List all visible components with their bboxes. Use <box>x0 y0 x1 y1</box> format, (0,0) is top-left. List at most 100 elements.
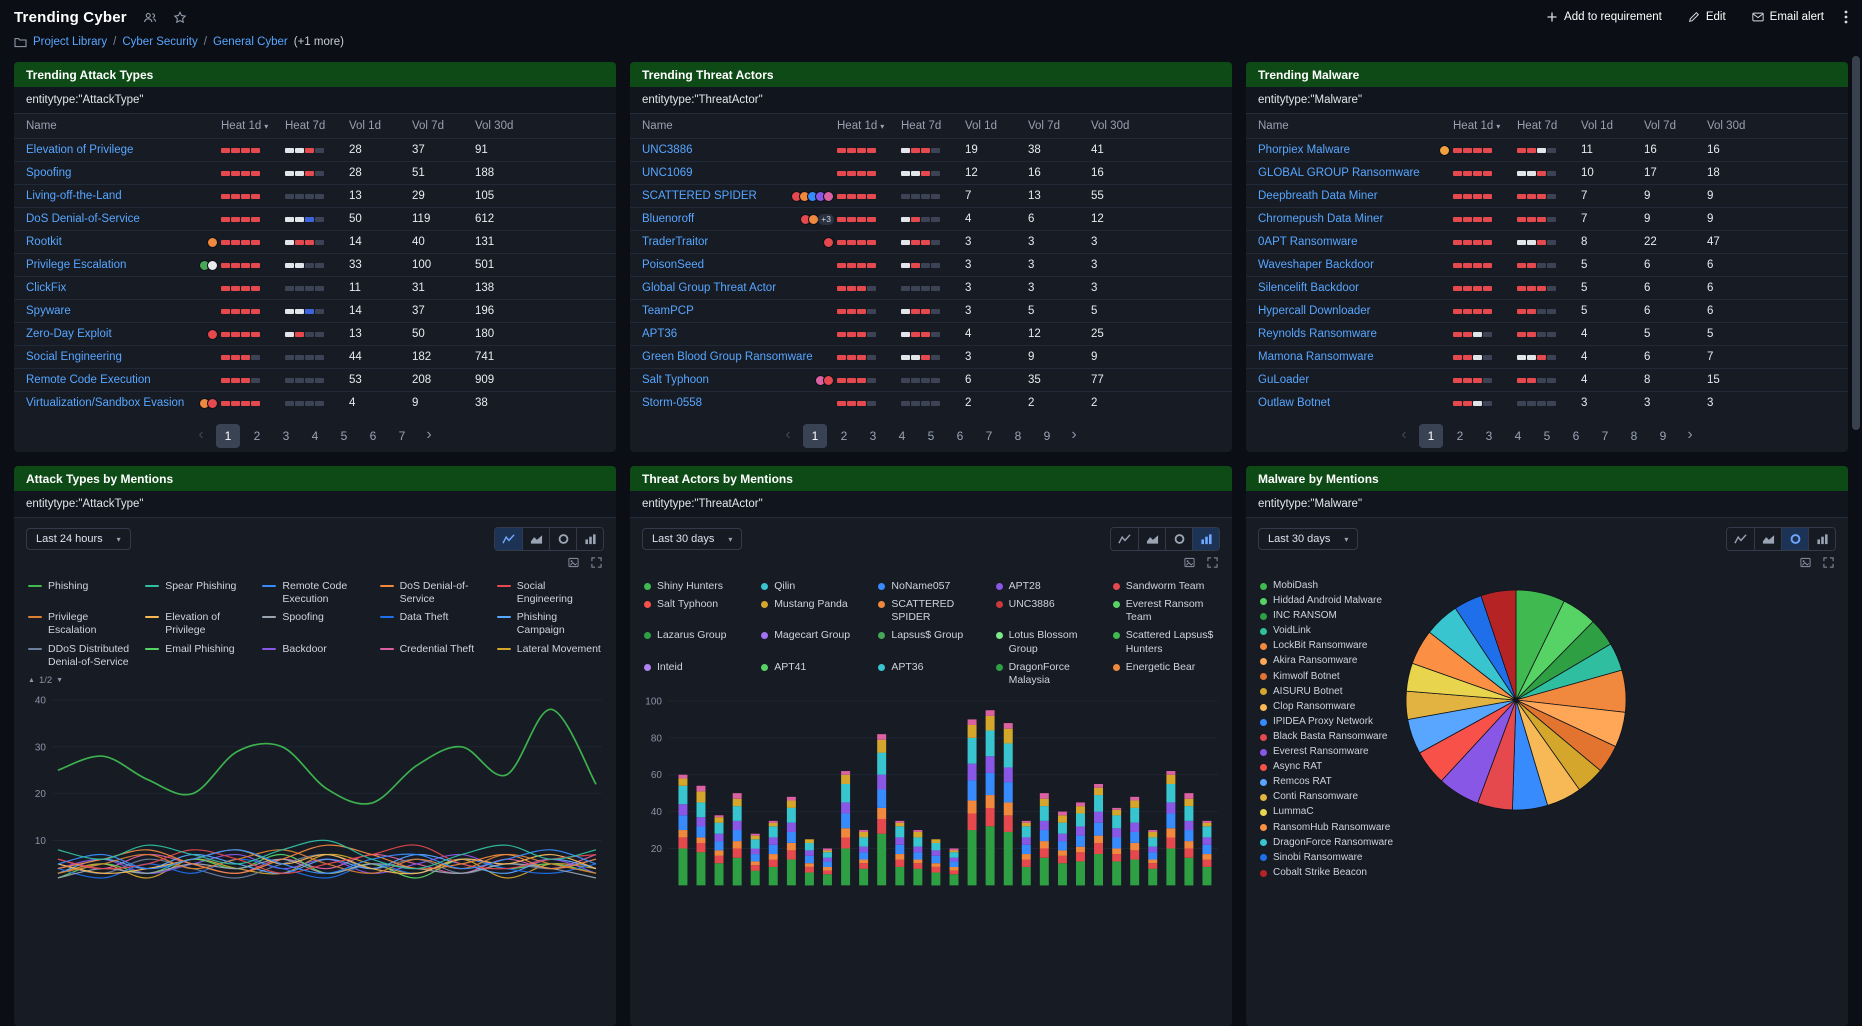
page-button-2[interactable]: 2 <box>245 424 269 448</box>
chart-view-donut-button[interactable] <box>549 528 576 550</box>
add-to-requirement-button[interactable]: Add to requirement <box>1546 11 1662 23</box>
prev-page-button[interactable]: ‹ <box>778 424 798 448</box>
legend-item[interactable]: Sandworm Team <box>1112 580 1218 593</box>
page-button-1[interactable]: 1 <box>803 424 827 448</box>
entity-link[interactable]: Silencelift Backdoor <box>1258 282 1359 294</box>
entity-link[interactable]: Reynolds Ransomware <box>1258 328 1377 340</box>
legend-item[interactable]: Remcos RAT <box>1260 776 1394 789</box>
chart-view-donut-button[interactable] <box>1165 528 1192 550</box>
legend-item[interactable]: APT28 <box>995 580 1101 593</box>
legend-item[interactable]: Sinobi Ransomware <box>1260 852 1394 865</box>
chart-view-bar-button[interactable] <box>1192 528 1219 550</box>
expand-icon[interactable] <box>1207 557 1218 572</box>
legend-item[interactable]: APT36 <box>878 661 983 687</box>
legend-item[interactable]: Social Engineering <box>496 580 602 606</box>
entity-link[interactable]: Elevation of Privilege <box>26 144 134 156</box>
chart-view-line-button[interactable] <box>495 528 522 550</box>
legend-item[interactable]: Lotus Blossom Group <box>995 629 1101 655</box>
legend-prev-icon[interactable]: ▲ <box>28 676 35 684</box>
entity-link[interactable]: Storm-0558 <box>642 397 703 409</box>
entity-link[interactable]: Waveshaper Backdoor <box>1258 259 1374 271</box>
legend-item[interactable]: DragonForce Ransomware <box>1260 837 1394 850</box>
column-header-vol-7d[interactable]: Vol 7d <box>1028 120 1060 132</box>
legend-next-icon[interactable]: ▼ <box>56 676 64 684</box>
query-bar[interactable]: entitytype:"Malware" <box>1246 87 1848 114</box>
legend-item[interactable]: Clop Ransomware <box>1260 701 1394 714</box>
legend-item[interactable]: RansomHub Ransomware <box>1260 822 1394 835</box>
query-bar[interactable]: entitytype:"AttackType" <box>14 87 616 114</box>
page-button-6[interactable]: 6 <box>948 424 972 448</box>
legend-item[interactable]: VoidLink <box>1260 625 1394 638</box>
legend-item[interactable]: LummaC <box>1260 806 1394 819</box>
entity-link[interactable]: Deepbreath Data Miner <box>1258 190 1378 202</box>
chart-view-donut-button[interactable] <box>1781 528 1808 550</box>
next-page-button[interactable]: › <box>1680 424 1700 448</box>
entity-link[interactable]: Living-off-the-Land <box>26 190 122 202</box>
column-header-vol-30d[interactable]: Vol 30d <box>1091 120 1130 132</box>
query-bar[interactable]: entitytype:"Malware" <box>1246 491 1848 518</box>
legend-item[interactable]: SCATTERED SPIDER <box>878 598 983 624</box>
column-header-heat-1d[interactable]: Heat 1d ▾ <box>221 120 269 132</box>
legend-item[interactable]: DoS Denial-of-Service <box>379 580 485 606</box>
page-button-5[interactable]: 5 <box>332 424 356 448</box>
page-button-7[interactable]: 7 <box>390 424 414 448</box>
page-button-8[interactable]: 8 <box>1006 424 1030 448</box>
legend-item[interactable]: IPIDEA Proxy Network <box>1260 716 1394 729</box>
legend-item[interactable]: Privilege Escalation <box>28 611 133 637</box>
entity-link[interactable]: Chromepush Data Miner <box>1258 213 1384 225</box>
legend-item[interactable]: Remote Code Execution <box>262 580 367 606</box>
entity-link[interactable]: GLOBAL GROUP Ransomware <box>1258 167 1420 179</box>
page-button-9[interactable]: 9 <box>1035 424 1059 448</box>
export-image-icon[interactable] <box>1800 557 1811 572</box>
more-menu-button[interactable] <box>1844 10 1848 24</box>
legend-item[interactable]: Async RAT <box>1260 761 1394 774</box>
page-scrollbar[interactable] <box>1852 56 1860 936</box>
legend-item[interactable]: INC RANSOM <box>1260 610 1394 623</box>
entity-link[interactable]: Remote Code Execution <box>26 374 151 386</box>
expand-icon[interactable] <box>591 557 602 572</box>
legend-item[interactable]: Qilin <box>761 580 866 593</box>
entity-link[interactable]: TeamPCP <box>642 305 694 317</box>
entity-link[interactable]: Virtualization/Sandbox Evasion <box>26 397 185 409</box>
chart-view-line-button[interactable] <box>1727 528 1754 550</box>
page-button-1[interactable]: 1 <box>1419 424 1443 448</box>
page-button-3[interactable]: 3 <box>861 424 885 448</box>
entity-link[interactable]: DoS Denial-of-Service <box>26 213 140 225</box>
legend-item[interactable]: Credential Theft <box>379 643 485 669</box>
legend-item[interactable]: Inteid <box>644 661 749 687</box>
page-button-2[interactable]: 2 <box>832 424 856 448</box>
chart-view-line-button[interactable] <box>1111 528 1138 550</box>
page-button-4[interactable]: 4 <box>303 424 327 448</box>
query-bar[interactable]: entitytype:"AttackType" <box>14 491 616 518</box>
legend-item[interactable]: Phishing <box>28 580 133 606</box>
breadcrumb-link-cyber-security[interactable]: Cyber Security <box>122 36 198 48</box>
legend-item[interactable]: MobiDash <box>1260 580 1394 593</box>
legend-item[interactable]: Spoofing <box>262 611 367 637</box>
chart-view-bar-button[interactable] <box>576 528 603 550</box>
page-button-5[interactable]: 5 <box>919 424 943 448</box>
entity-link[interactable]: Hypercall Downloader <box>1258 305 1371 317</box>
legend-item[interactable]: Shiny Hunters <box>644 580 749 593</box>
column-header-name[interactable]: Name <box>1258 120 1289 132</box>
entity-link[interactable]: Social Engineering <box>26 351 122 363</box>
legend-item[interactable]: APT41 <box>761 661 866 687</box>
legend-item[interactable]: Lateral Movement <box>496 643 602 669</box>
column-header-vol-1d[interactable]: Vol 1d <box>349 120 381 132</box>
legend-item[interactable]: Lapsus$ Group <box>878 629 983 655</box>
entity-link[interactable]: UNC1069 <box>642 167 693 179</box>
column-header-vol-30d[interactable]: Vol 30d <box>1707 120 1746 132</box>
page-button-2[interactable]: 2 <box>1448 424 1472 448</box>
chart-view-area-button[interactable] <box>522 528 549 550</box>
column-header-name[interactable]: Name <box>642 120 673 132</box>
legend-item[interactable]: Cobalt Strike Beacon <box>1260 867 1394 880</box>
breadcrumb-link-general-cyber[interactable]: General Cyber <box>212 36 288 48</box>
entity-link[interactable]: Outlaw Botnet <box>1258 397 1331 409</box>
legend-item[interactable]: Energetic Bear <box>1112 661 1218 687</box>
chart-view-area-button[interactable] <box>1138 528 1165 550</box>
legend-item[interactable]: Email Phishing <box>145 643 250 669</box>
legend-item[interactable]: Kimwolf Botnet <box>1260 671 1394 684</box>
legend-item[interactable]: Lazarus Group <box>644 629 749 655</box>
page-button-5[interactable]: 5 <box>1535 424 1559 448</box>
entity-link[interactable]: 0APT Ransomware <box>1258 236 1358 248</box>
legend-item[interactable]: Phishing Campaign <box>496 611 602 637</box>
